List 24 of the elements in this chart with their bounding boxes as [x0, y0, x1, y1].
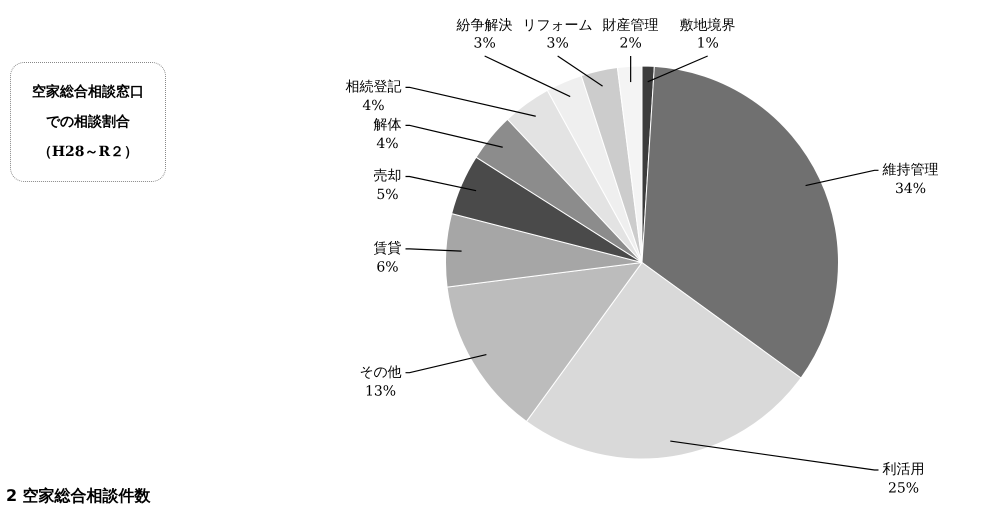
text: 空家総合相談窓口での相談割合（H28～R２） [10, 62, 166, 182]
data-label: 2% [620, 36, 642, 52]
data-label: 6% [376, 260, 399, 276]
slice-label: 売却 [374, 168, 402, 184]
slice-label: 維持管理 [882, 162, 938, 178]
data-label: 4% [362, 98, 385, 114]
data-label: 25% [888, 480, 920, 497]
data-label: 34% [894, 180, 926, 197]
slice-label: 賃貸 [374, 240, 402, 257]
data-label: 3% [546, 36, 569, 52]
slice-label: 相続登記 [346, 78, 402, 95]
slice-label: 利活用 [882, 462, 924, 478]
slice-label: その他 [360, 364, 402, 380]
slice-label: リフォーム [522, 18, 593, 34]
data-label: 4% [376, 136, 399, 152]
slice-label: 財産管理 [602, 18, 659, 34]
slice-label: 解体 [374, 116, 402, 133]
data-label: 3% [474, 36, 496, 52]
slice-label: 敷地境界 [680, 18, 736, 34]
slice-label: 紛争解決 [456, 18, 513, 34]
data-label: 13% [364, 383, 396, 400]
text: 2 空家総合相談件数 [6, 486, 151, 507]
data-label: 5% [376, 187, 399, 204]
data-label: 1% [696, 36, 719, 52]
